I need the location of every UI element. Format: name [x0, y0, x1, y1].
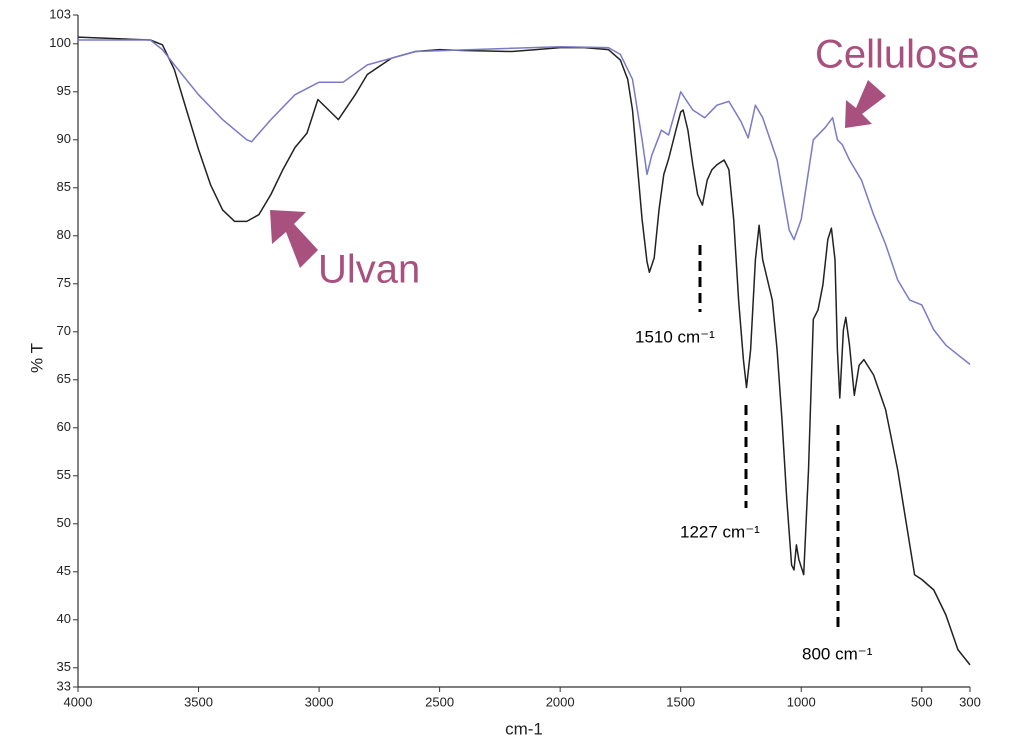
spectrum-line	[77, 36, 971, 666]
y-tick-label: 70	[57, 323, 71, 338]
x-tick-label: 3500	[184, 694, 213, 709]
annotation: 1510 cm⁻¹	[635, 327, 715, 346]
y-tick-label: 40	[57, 611, 71, 626]
y-tick-label: 33	[57, 678, 71, 693]
x-tick-label: 3000	[305, 694, 334, 709]
y-tick-label: 103	[49, 6, 71, 21]
x-tick-label: 2500	[425, 694, 454, 709]
y-tick-label: 95	[57, 83, 71, 98]
y-tick-label: 85	[57, 179, 71, 194]
y-tick-label: 35	[57, 659, 71, 674]
y-tick-label: 80	[57, 227, 71, 242]
y-axis-label: % T	[27, 343, 46, 373]
x-tick-label: 4000	[64, 694, 93, 709]
spectrum-line	[78, 39, 971, 365]
y-tick-label: 65	[57, 371, 71, 386]
y-tick-label: 60	[57, 419, 71, 434]
x-tick-label: 300	[959, 694, 981, 709]
annotation: 800 cm⁻¹	[802, 644, 873, 663]
x-tick-label: 1000	[787, 694, 816, 709]
annotation: Ulvan	[318, 248, 420, 292]
y-tick-label: 45	[57, 563, 71, 578]
y-tick-label: 75	[57, 275, 71, 290]
x-tick-label: 500	[911, 694, 933, 709]
cellulose-arrow	[845, 80, 886, 128]
x-tick-label: 2000	[546, 694, 575, 709]
x-tick-label: 1500	[666, 694, 695, 709]
annotation: 1227 cm⁻¹	[680, 522, 760, 541]
annotation: Cellulose	[815, 33, 980, 77]
y-tick-label: 55	[57, 467, 71, 482]
ulvan-arrow	[270, 210, 318, 268]
y-tick-label: 90	[57, 131, 71, 146]
x-axis-label: cm-1	[505, 719, 543, 738]
y-tick-label: 100	[49, 35, 71, 50]
y-tick-label: 50	[57, 515, 71, 530]
